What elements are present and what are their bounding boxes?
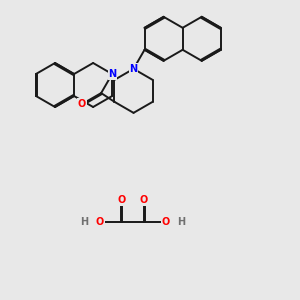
Text: O: O — [118, 195, 126, 205]
Text: O: O — [162, 217, 170, 227]
Text: O: O — [140, 195, 148, 205]
Text: N: N — [108, 69, 116, 79]
Text: H: H — [80, 217, 89, 227]
Text: N: N — [130, 64, 138, 74]
Text: O: O — [96, 217, 104, 227]
Text: H: H — [177, 217, 185, 227]
Text: O: O — [78, 99, 86, 109]
